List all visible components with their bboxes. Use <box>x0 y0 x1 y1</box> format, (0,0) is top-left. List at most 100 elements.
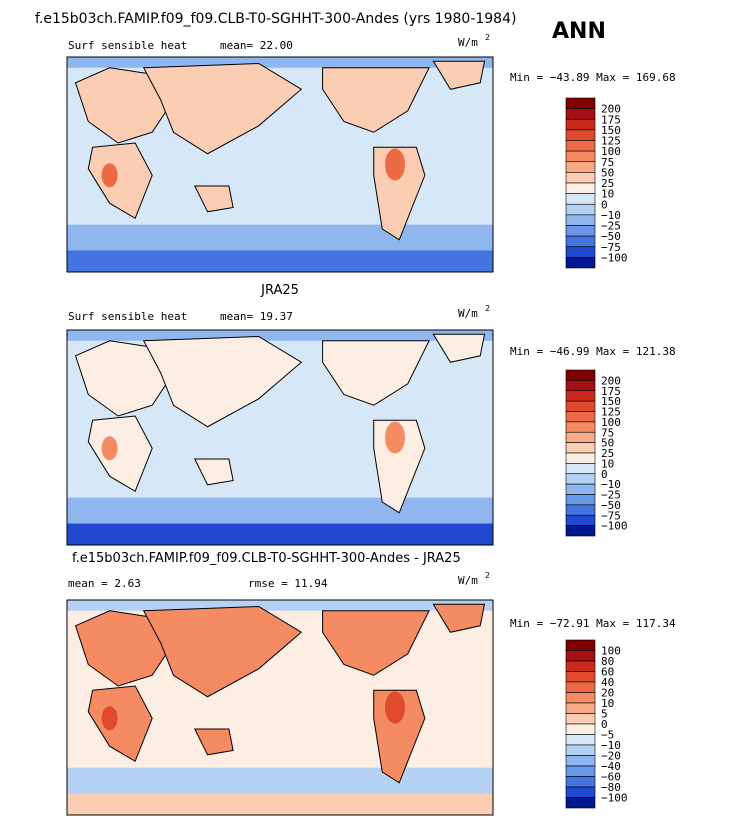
colorbar-box <box>565 504 596 516</box>
continent <box>322 340 430 406</box>
colorbar-box <box>565 118 596 131</box>
colorbar-label: 75 <box>601 426 614 439</box>
arctic <box>67 330 493 341</box>
colorbar-label: −80 <box>601 781 621 794</box>
left-string: mean = 2.63 <box>68 577 141 590</box>
colorbar-label: 5 <box>601 708 608 721</box>
left-string: Surf sensible heat <box>68 310 187 323</box>
colorbar-label: 100 <box>601 145 621 158</box>
colorbar-label: 25 <box>601 447 614 460</box>
colorbar-box <box>565 246 596 258</box>
min-max: Min = −46.99 Max = 121.38 <box>510 345 676 358</box>
colorbar-box <box>565 390 596 402</box>
continent <box>193 185 234 213</box>
map-frame <box>66 599 494 816</box>
center-string: rmse = 11.94 <box>248 577 328 590</box>
colorbar-box <box>565 702 596 714</box>
colorbar-label: −10 <box>601 478 621 491</box>
antarctica <box>67 523 493 545</box>
colorbar-label: 50 <box>601 437 614 450</box>
continent <box>74 610 175 687</box>
colorbar-box <box>565 713 596 725</box>
colorbar-box <box>565 421 596 433</box>
colorbar-box <box>565 431 596 443</box>
southern-ocean <box>67 224 493 251</box>
colorbar-box <box>565 108 596 120</box>
colorbar-label: 100 <box>601 416 621 429</box>
left-string: Surf sensible heat <box>68 39 187 52</box>
colorbar-box <box>565 797 596 809</box>
colorbar-box <box>565 214 596 226</box>
colorbar-box <box>565 257 596 269</box>
colorbar-box <box>565 235 596 248</box>
colorbar-label: −100 <box>601 792 628 805</box>
colorbar-label: 100 <box>601 645 621 658</box>
colorbar-box <box>565 765 596 777</box>
colorbar-label: −10 <box>601 209 621 222</box>
panel-title: JRA25 <box>260 283 299 298</box>
colorbar-box <box>565 161 596 173</box>
colorbar-box <box>565 639 596 651</box>
map-frame <box>66 56 494 273</box>
min-max: Min = −43.89 Max = 169.68 <box>510 71 676 84</box>
colorbar-box <box>565 150 596 163</box>
continent <box>74 340 175 417</box>
colorbar-box <box>565 473 596 485</box>
colorbar-box <box>565 671 596 683</box>
colorbar-label: 10 <box>601 457 614 470</box>
colorbar-box <box>565 182 596 194</box>
colorbar-box <box>565 744 596 756</box>
hot-spot <box>385 148 406 181</box>
colorbar-label: −40 <box>601 760 621 773</box>
continent <box>142 62 303 155</box>
colorbar-label: 10 <box>601 697 614 710</box>
continent <box>87 415 153 492</box>
main-title: f.e15b03ch.FAMIP.f09_f09.CLB-T0-SGHHT-30… <box>35 11 516 27</box>
colorbar-label: −25 <box>601 220 621 233</box>
colorbar-label: 0 <box>601 718 608 731</box>
colorbar-label: 0 <box>601 468 608 481</box>
colorbar-box <box>565 650 596 662</box>
colorbar-label: 175 <box>601 113 621 126</box>
colorbar-box <box>565 660 596 672</box>
colorbar-box <box>565 692 596 704</box>
continent <box>142 605 303 698</box>
continent <box>87 685 153 762</box>
colorbar-label: 20 <box>601 687 614 700</box>
continent <box>432 333 486 363</box>
colorbar-box <box>565 400 596 412</box>
continent <box>432 60 486 90</box>
colorbar-box <box>565 463 596 475</box>
center-string: mean= 22.00 <box>220 39 293 52</box>
colorbar-label: 0 <box>601 198 608 211</box>
antarctica <box>67 250 493 272</box>
colorbar-box <box>565 97 596 109</box>
colorbar-label: 50 <box>601 166 614 179</box>
colorbar-label: 150 <box>601 395 621 408</box>
colorbar-label: −75 <box>601 241 621 254</box>
colorbar-label: 200 <box>601 103 621 116</box>
colorbar-label: 125 <box>601 135 621 148</box>
units-sup: 2 <box>485 33 490 42</box>
colorbar-box <box>565 203 596 216</box>
units: W/m <box>458 36 478 49</box>
antarctica <box>67 793 493 815</box>
colorbar-label: 10 <box>601 188 614 201</box>
colorbar-label: 150 <box>601 124 621 137</box>
southern-ocean <box>67 497 493 524</box>
colorbar-box <box>565 681 596 693</box>
season-label: ANN <box>552 19 606 44</box>
hot-spot <box>101 706 118 731</box>
continent <box>142 335 303 428</box>
colorbar-box <box>565 380 596 392</box>
southern-ocean <box>67 767 493 794</box>
colorbar-box <box>565 193 596 205</box>
continent <box>193 728 234 756</box>
arctic <box>67 57 493 68</box>
colorbar-box <box>565 411 596 423</box>
colorbar-label: −50 <box>601 499 621 512</box>
units-sup: 2 <box>485 304 490 313</box>
continent <box>322 610 430 676</box>
colorbar-label: −75 <box>601 509 621 522</box>
continent <box>74 67 175 144</box>
